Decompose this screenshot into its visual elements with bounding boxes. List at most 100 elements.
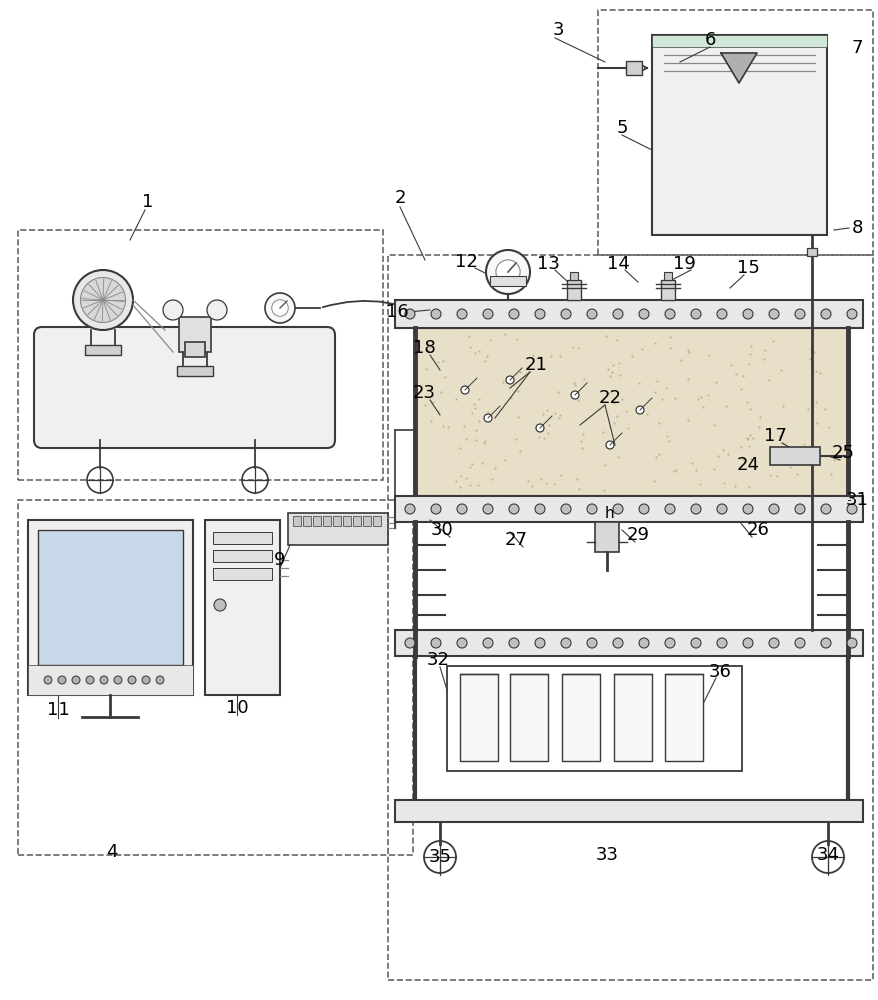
Circle shape — [482, 504, 493, 514]
Circle shape — [486, 250, 529, 294]
Text: 30: 30 — [430, 521, 453, 539]
Bar — [313, 516, 320, 526]
Text: 3: 3 — [551, 21, 563, 39]
Text: 26: 26 — [745, 521, 768, 539]
Circle shape — [820, 638, 830, 648]
Text: 6: 6 — [703, 31, 715, 49]
Circle shape — [612, 309, 623, 319]
Bar — [342, 516, 350, 526]
Bar — [212, 532, 271, 544]
Circle shape — [587, 638, 596, 648]
Circle shape — [768, 638, 778, 648]
Text: 23: 23 — [412, 384, 435, 402]
Circle shape — [100, 676, 108, 684]
Circle shape — [716, 504, 726, 514]
Bar — [806, 248, 816, 256]
Bar — [363, 516, 371, 526]
Circle shape — [768, 309, 778, 319]
Circle shape — [460, 386, 469, 394]
Circle shape — [508, 504, 518, 514]
Circle shape — [638, 309, 648, 319]
Bar — [353, 516, 361, 526]
Bar — [292, 516, 300, 526]
Bar — [184, 342, 205, 357]
Circle shape — [665, 638, 674, 648]
Text: 24: 24 — [736, 456, 759, 474]
Circle shape — [482, 309, 493, 319]
Bar — [333, 516, 341, 526]
Circle shape — [636, 406, 644, 414]
Circle shape — [571, 391, 579, 399]
Circle shape — [820, 504, 830, 514]
Circle shape — [535, 504, 544, 514]
Circle shape — [846, 638, 856, 648]
Circle shape — [206, 300, 227, 320]
Bar — [28, 665, 193, 695]
Circle shape — [508, 309, 518, 319]
Circle shape — [457, 504, 466, 514]
Text: 10: 10 — [226, 699, 248, 717]
Circle shape — [612, 638, 623, 648]
Text: 7: 7 — [850, 39, 862, 57]
Circle shape — [742, 638, 752, 648]
Circle shape — [716, 638, 726, 648]
Circle shape — [638, 638, 648, 648]
Polygon shape — [720, 53, 756, 83]
Circle shape — [495, 260, 520, 284]
Circle shape — [665, 309, 674, 319]
Text: 11: 11 — [47, 701, 69, 719]
Circle shape — [405, 309, 414, 319]
Text: 25: 25 — [831, 444, 853, 462]
Text: 35: 35 — [428, 848, 451, 866]
Circle shape — [768, 504, 778, 514]
Circle shape — [690, 504, 700, 514]
Text: 15: 15 — [736, 259, 759, 277]
Circle shape — [742, 309, 752, 319]
Circle shape — [846, 504, 856, 514]
Circle shape — [430, 504, 441, 514]
Text: 32: 32 — [426, 651, 449, 669]
Text: 9: 9 — [274, 551, 285, 569]
Text: 27: 27 — [504, 531, 527, 549]
Circle shape — [44, 676, 52, 684]
Circle shape — [73, 270, 133, 330]
Text: 33: 33 — [594, 846, 618, 864]
Circle shape — [742, 504, 752, 514]
Circle shape — [482, 638, 493, 648]
Circle shape — [142, 676, 150, 684]
Circle shape — [690, 309, 700, 319]
FancyBboxPatch shape — [34, 327, 335, 448]
Bar — [288, 513, 387, 545]
Circle shape — [638, 504, 648, 514]
Bar — [18, 230, 383, 480]
Bar — [179, 317, 211, 352]
Text: 31: 31 — [845, 491, 867, 509]
Circle shape — [605, 441, 614, 449]
Circle shape — [536, 424, 543, 432]
Bar — [459, 674, 498, 761]
Circle shape — [81, 277, 126, 322]
Bar — [660, 280, 674, 300]
Circle shape — [457, 309, 466, 319]
Circle shape — [72, 676, 80, 684]
Circle shape — [587, 309, 596, 319]
Bar — [509, 674, 547, 761]
Text: 16: 16 — [385, 303, 408, 321]
Circle shape — [114, 676, 122, 684]
Text: 29: 29 — [626, 526, 649, 544]
Bar — [663, 272, 672, 280]
Bar — [394, 300, 862, 328]
Bar — [447, 666, 741, 771]
Text: 17: 17 — [763, 427, 786, 445]
Text: 13: 13 — [536, 255, 558, 273]
Bar — [651, 35, 826, 235]
Circle shape — [508, 638, 518, 648]
Circle shape — [430, 309, 441, 319]
Circle shape — [430, 638, 441, 648]
Text: 14: 14 — [606, 255, 629, 273]
Bar — [85, 345, 121, 355]
Circle shape — [665, 504, 674, 514]
Bar — [212, 550, 271, 562]
Circle shape — [484, 414, 492, 422]
Circle shape — [560, 638, 571, 648]
